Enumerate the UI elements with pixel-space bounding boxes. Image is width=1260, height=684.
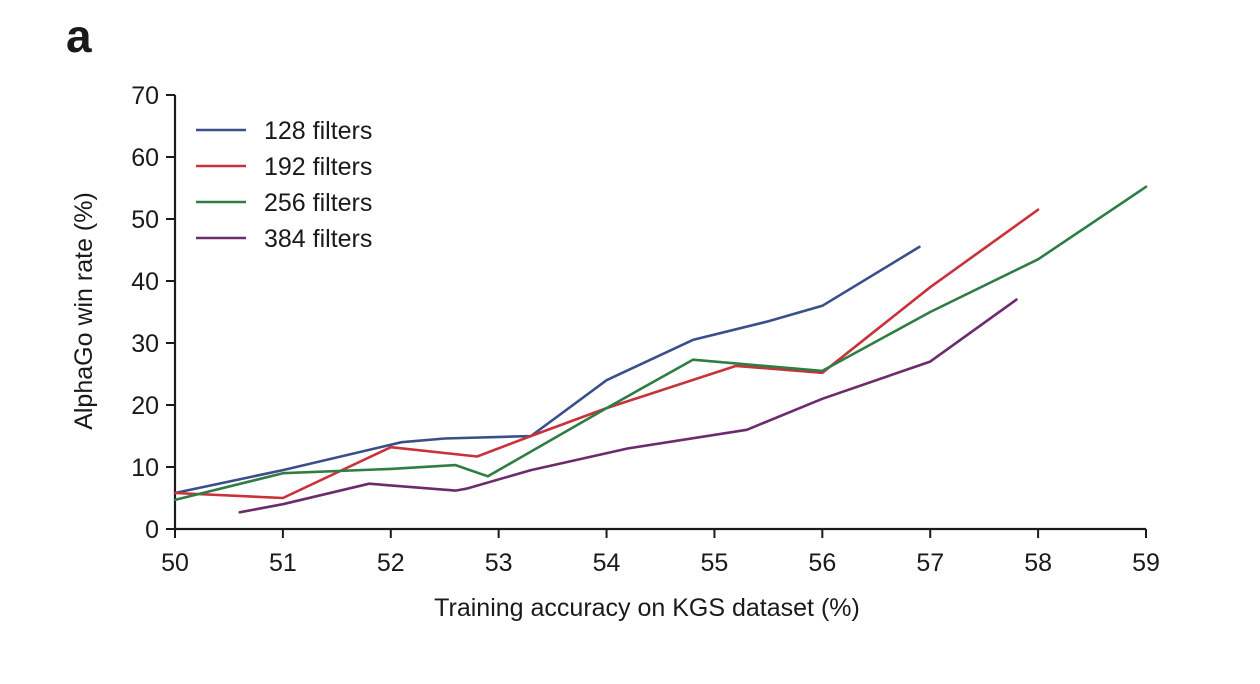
y-tick-label: 50 — [131, 206, 159, 234]
x-ticks: 50 51 52 53 54 55 56 57 58 59 — [161, 529, 1160, 577]
x-tick-label: 57 — [916, 549, 944, 577]
legend-label-1: 128 filters — [264, 117, 372, 145]
series-line-1 — [173, 245, 921, 495]
legend-label-2: 192 filters — [264, 153, 372, 181]
y-tick-label: 20 — [131, 392, 159, 420]
y-ticks: 0 10 20 30 40 50 60 70 — [131, 82, 175, 544]
x-tick-label: 59 — [1132, 549, 1160, 577]
x-axis-title: Training accuracy on KGS dataset (%) — [434, 594, 860, 622]
y-tick-label: 10 — [131, 454, 159, 482]
y-tick-label: 40 — [131, 268, 159, 296]
series-line-4 — [238, 298, 1018, 514]
x-tick-label: 56 — [808, 549, 836, 577]
x-tick-label: 50 — [161, 549, 189, 577]
legend-label-3: 256 filters — [264, 189, 372, 217]
x-tick-label: 53 — [485, 549, 513, 577]
series-lines — [173, 185, 1148, 514]
x-tick-label: 51 — [269, 549, 297, 577]
x-tick-label: 52 — [377, 549, 405, 577]
panel-label: a — [66, 10, 92, 62]
y-tick-label: 30 — [131, 330, 159, 358]
y-tick-label: 60 — [131, 144, 159, 172]
x-tick-label: 58 — [1024, 549, 1052, 577]
plot-area: 50 51 52 53 54 55 56 57 58 59 0 10 20 30 40 50 60 70 — [131, 82, 1160, 577]
series-line-3 — [173, 185, 1148, 502]
y-tick-label: 0 — [145, 516, 159, 544]
series-line-2 — [173, 208, 1040, 500]
legend: 128 filters 192 filters 256 filters 384 fil… — [196, 117, 372, 253]
legend-label-4: 384 filters — [264, 225, 372, 253]
x-tick-label: 54 — [593, 549, 621, 577]
x-tick-label: 55 — [701, 549, 729, 577]
y-axis-title: AlphaGo win rate (%) — [70, 192, 98, 430]
y-tick-label: 70 — [131, 82, 159, 110]
